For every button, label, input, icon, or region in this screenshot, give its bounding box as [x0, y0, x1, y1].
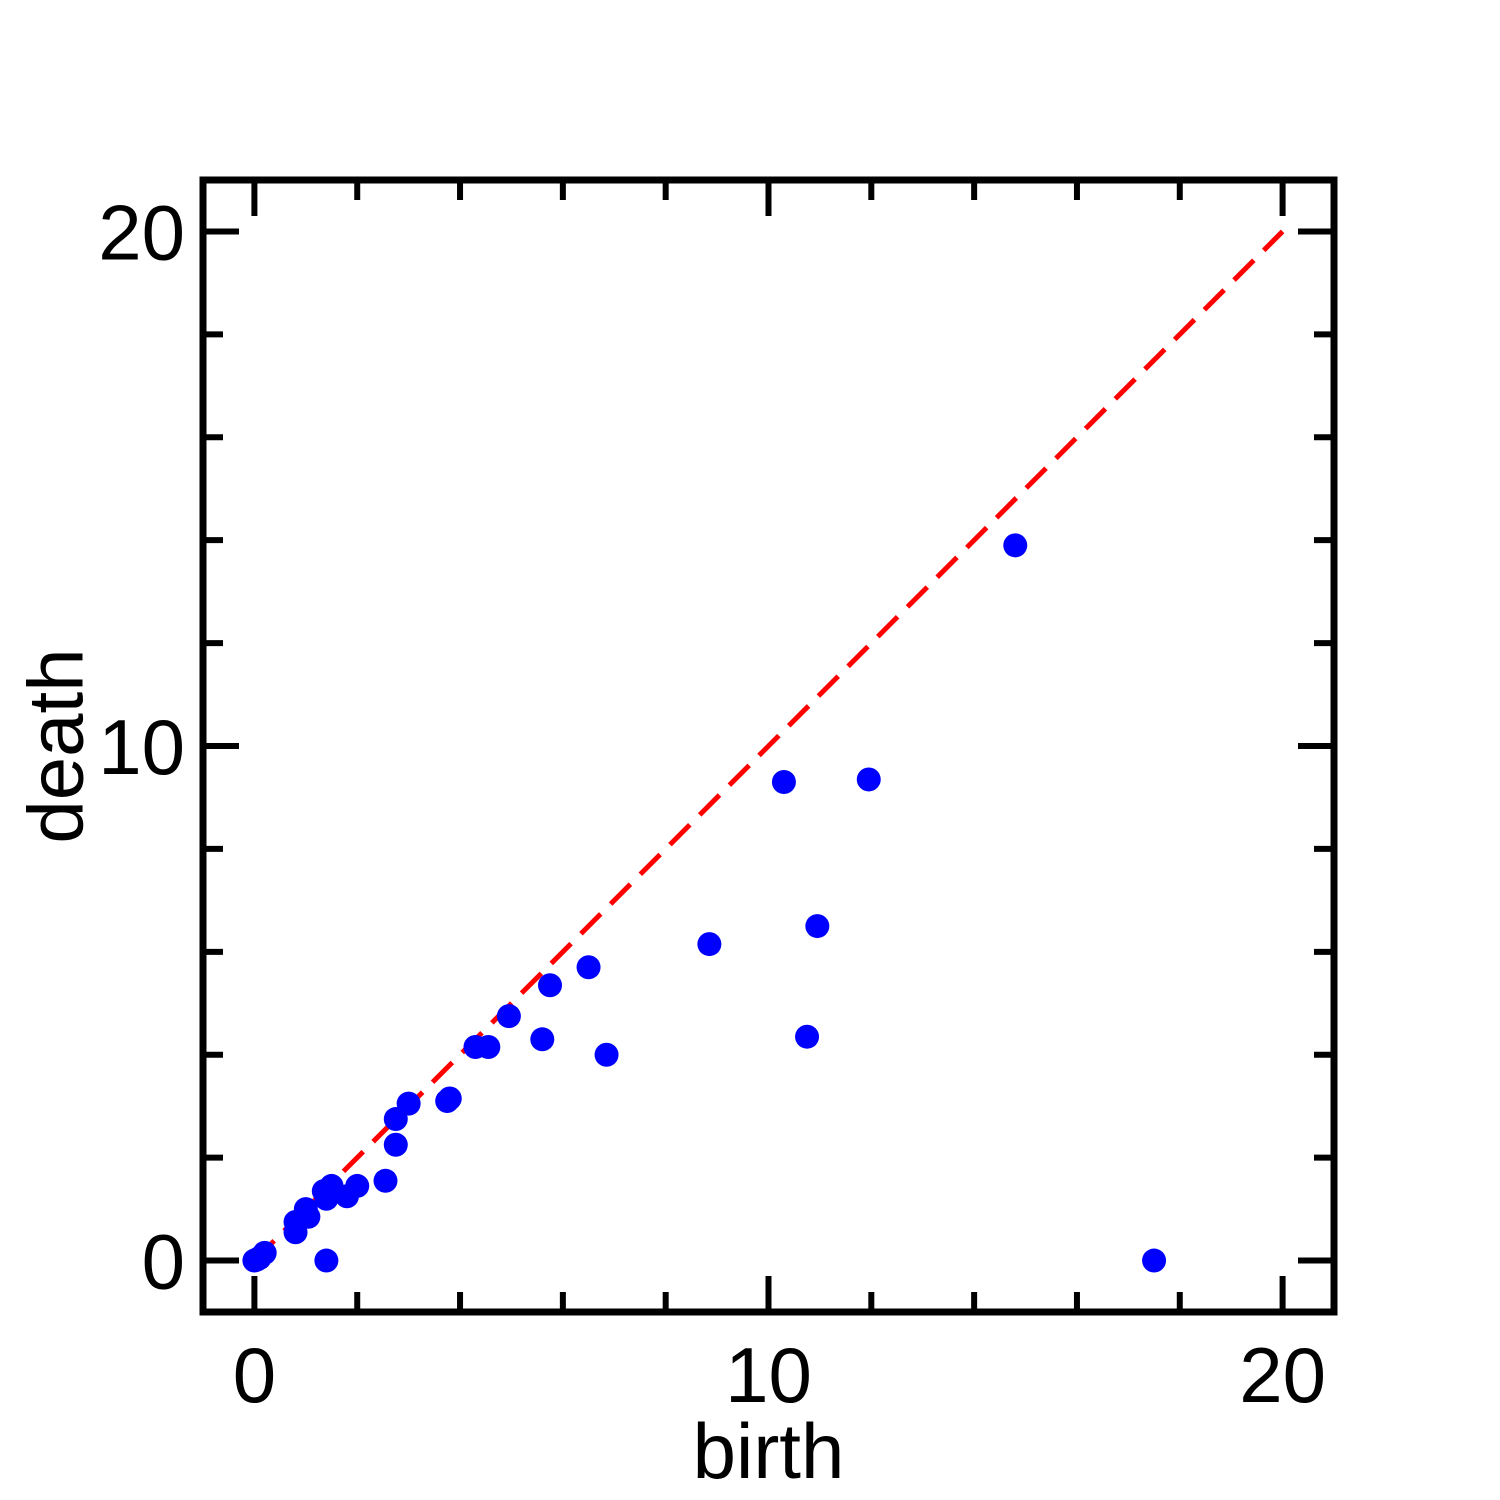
scatter-point: [345, 1173, 370, 1198]
scatter-point: [594, 1042, 619, 1067]
x-axis-label: birth: [693, 1407, 845, 1495]
x-tick-label: 20: [1239, 1331, 1326, 1419]
scatter-point: [538, 973, 563, 998]
scatter-point: [795, 1024, 820, 1049]
scatter-point: [396, 1091, 421, 1116]
y-tick-label: 10: [98, 703, 185, 791]
scatter-point: [314, 1248, 339, 1273]
scatter-point: [373, 1168, 398, 1193]
diagonal-line: [252, 229, 1285, 1263]
x-tick-label: 10: [725, 1331, 812, 1419]
y-axis-label: death: [12, 648, 100, 843]
scatter-point: [697, 932, 722, 957]
scatter-points: [242, 533, 1167, 1273]
plot-frame: [199, 176, 1338, 1316]
scatter-point: [252, 1240, 277, 1265]
tick-labels: 0 10 20 0 10 20: [98, 188, 1326, 1419]
scatter-point: [576, 955, 601, 980]
scatter-point: [805, 914, 830, 939]
scatter-point: [383, 1132, 408, 1157]
y-tick-label: 20: [98, 188, 185, 276]
scatter-point: [1003, 533, 1028, 558]
scatter-point: [856, 767, 881, 792]
scatter-point: [437, 1086, 462, 1111]
scatter-point: [296, 1204, 321, 1229]
x-tick-label: 0: [233, 1331, 276, 1419]
scatter-point: [530, 1027, 555, 1052]
scatter-point: [771, 770, 796, 795]
scatter-point: [1142, 1248, 1167, 1273]
y-tick-label: 0: [142, 1218, 185, 1306]
scatter-point: [476, 1035, 501, 1060]
scatter-point: [496, 1004, 521, 1029]
